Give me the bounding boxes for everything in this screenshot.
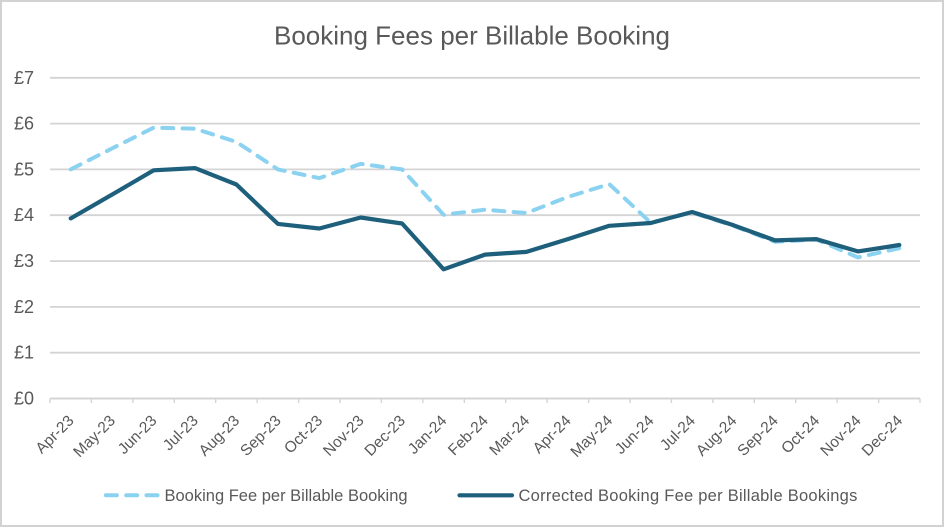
svg-text:Booking Fees per Billable Book: Booking Fees per Billable Booking xyxy=(274,21,670,51)
svg-text:£4: £4 xyxy=(14,205,34,225)
svg-text:£3: £3 xyxy=(14,251,34,271)
svg-text:£7: £7 xyxy=(14,68,34,88)
svg-text:£6: £6 xyxy=(14,114,34,134)
svg-text:Corrected Booking Fee per Bill: Corrected Booking Fee per Billable Booki… xyxy=(519,487,858,505)
svg-text:£1: £1 xyxy=(14,343,34,363)
svg-text:Booking Fee per Billable Booki: Booking Fee per Billable Booking xyxy=(165,487,408,505)
svg-text:£2: £2 xyxy=(14,297,34,317)
svg-text:£0: £0 xyxy=(14,389,34,409)
svg-text:£5: £5 xyxy=(14,159,34,179)
